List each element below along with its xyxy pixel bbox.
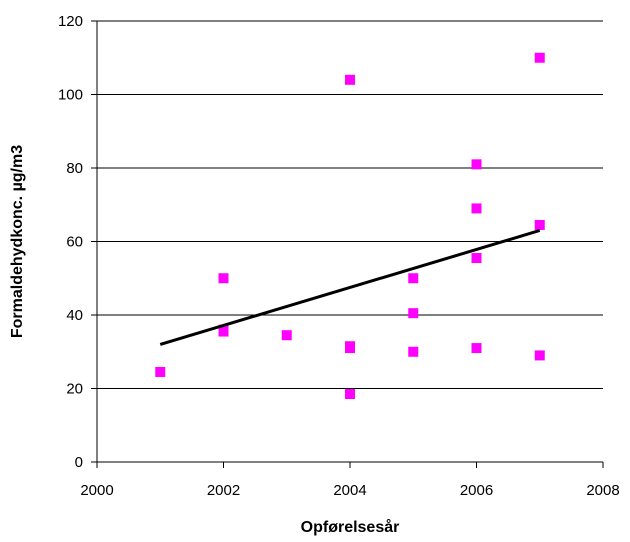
data-point-4 xyxy=(281,330,292,341)
x-tick-label-4: 2008 xyxy=(586,482,619,499)
data-point-10 xyxy=(408,308,419,319)
x-axis-title: Opførelsesår xyxy=(301,518,400,536)
x-tick-label-3: 2006 xyxy=(460,482,493,499)
data-point-3 xyxy=(218,326,229,337)
x-tick-label-1: 2002 xyxy=(207,482,240,499)
y-tick-label-6: 120 xyxy=(58,13,83,30)
data-point-16 xyxy=(534,52,545,63)
y-tick-label-3: 60 xyxy=(66,234,83,251)
data-point-14 xyxy=(471,253,482,264)
y-tick-label-1: 20 xyxy=(66,381,83,398)
data-point-0 xyxy=(155,366,166,377)
y-axis-ticks: 0 20 40 60 80 100 120 xyxy=(58,13,97,471)
y-tick-label-5: 100 xyxy=(58,87,83,104)
data-point-9 xyxy=(408,273,419,284)
data-point-1 xyxy=(218,273,229,284)
y-axis-title: Formaldehydkonc. µg/m3 xyxy=(9,145,26,338)
data-point-7 xyxy=(345,343,355,354)
x-tick-label-2: 2004 xyxy=(333,482,366,499)
y-tick-label-0: 0 xyxy=(75,454,83,471)
data-points xyxy=(155,52,545,400)
y-tick-label-2: 40 xyxy=(66,307,83,324)
data-point-5 xyxy=(345,74,355,85)
data-point-11 xyxy=(408,346,419,357)
data-point-13 xyxy=(471,203,482,214)
trendline xyxy=(159,229,541,346)
data-point-18 xyxy=(534,350,545,361)
data-point-17 xyxy=(534,219,545,230)
data-point-12 xyxy=(471,159,482,170)
data-point-15 xyxy=(471,343,482,354)
data-point-8 xyxy=(345,389,355,400)
x-tick-label-0: 2000 xyxy=(80,482,113,499)
y-tick-label-4: 80 xyxy=(66,160,83,177)
x-axis-ticks: 2000 2002 2004 2006 2008 xyxy=(80,462,620,499)
gridlines xyxy=(97,20,603,389)
